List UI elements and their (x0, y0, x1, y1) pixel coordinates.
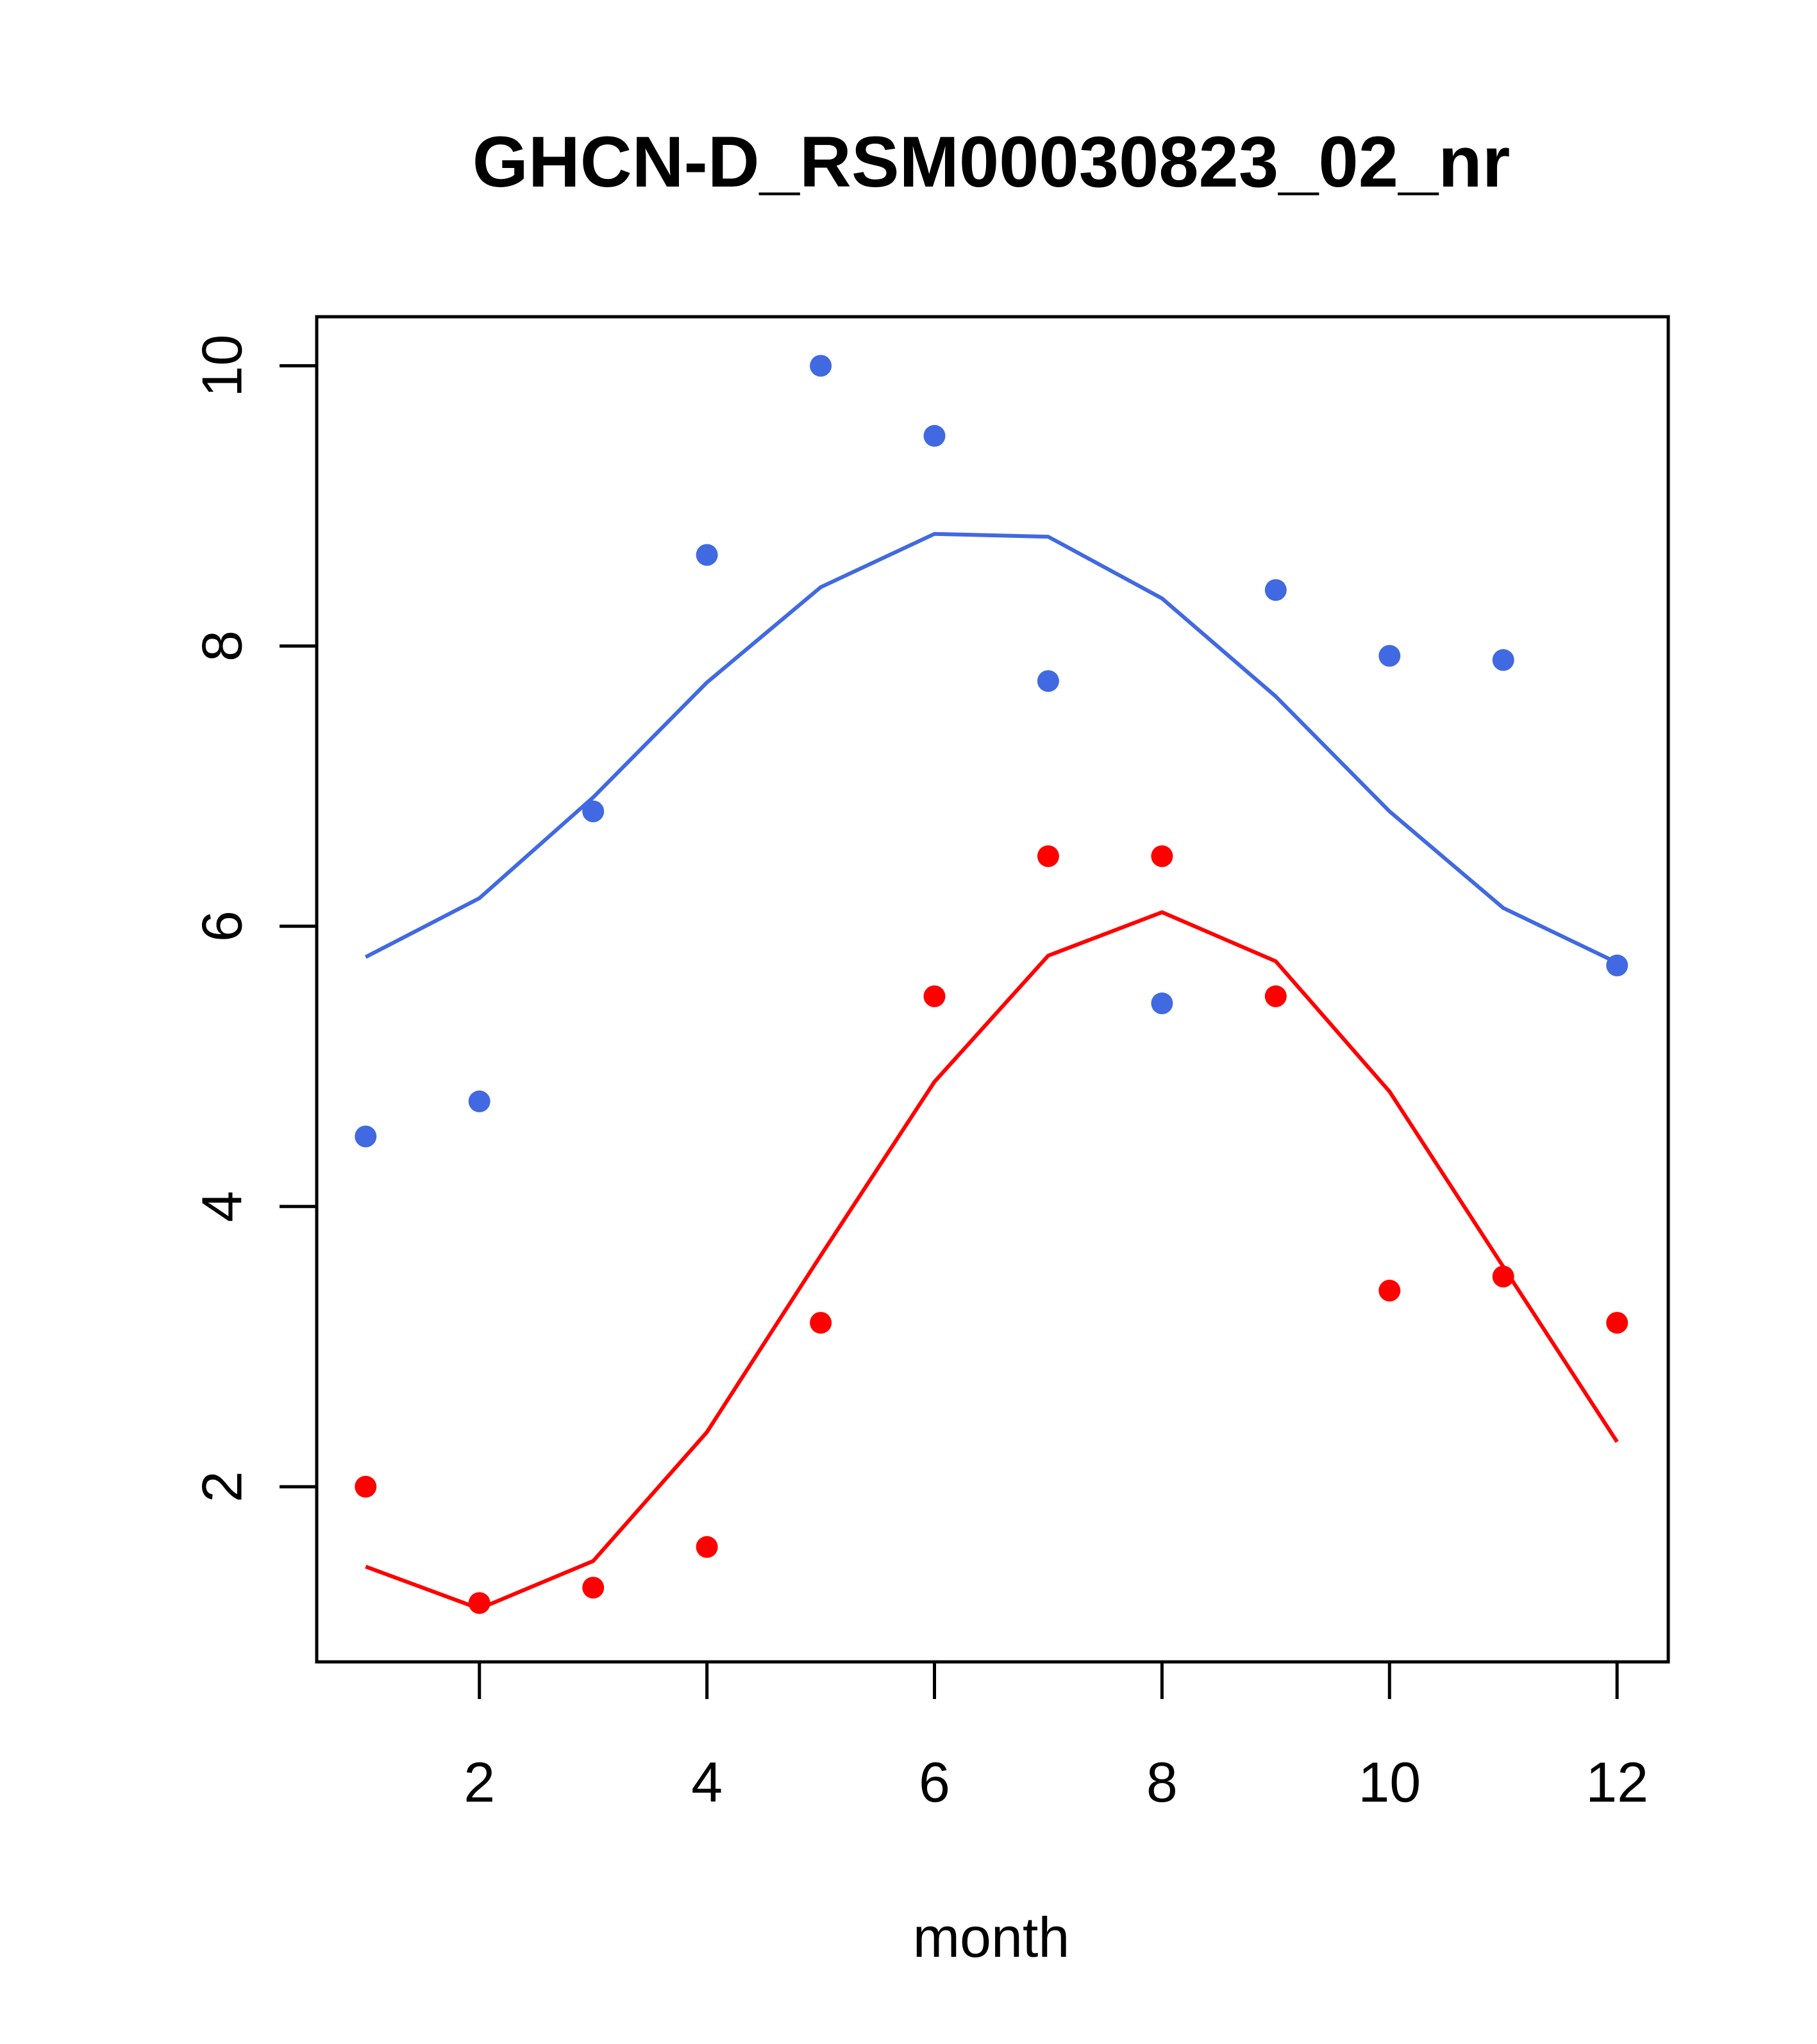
series-1-point (468, 1090, 490, 1112)
series-1-point (1037, 670, 1059, 692)
plot-frame (315, 315, 1670, 1664)
x-tick-label: 2 (464, 1750, 495, 1814)
x-tick-label: 8 (1146, 1750, 1178, 1814)
series-2-point (696, 1536, 718, 1558)
series-2-point (1378, 1279, 1401, 1302)
series-2-line (365, 910, 1619, 1611)
x-tick-label: 4 (691, 1750, 723, 1814)
series-2-point (923, 985, 946, 1007)
series-1-point (1606, 954, 1629, 976)
x-tick-label: 12 (1586, 1750, 1648, 1814)
series-2-point (1037, 845, 1059, 867)
x-tick-label: 10 (1358, 1750, 1421, 1814)
chart-title: GHCN-D_RSM00030823_02_nr (473, 122, 1511, 202)
y-tick-label: 6 (190, 910, 254, 942)
series-1-point (923, 424, 946, 447)
series-1-point (1264, 579, 1287, 601)
series-1-point (1378, 644, 1401, 667)
y-tick-label: 4 (190, 1191, 254, 1222)
y-axis: 2 4 6 8 10 (190, 335, 319, 1502)
series-1-point (1151, 992, 1173, 1014)
series-2-point (1151, 845, 1173, 867)
series-1-point (355, 1125, 377, 1148)
y-tick-label: 2 (190, 1471, 254, 1502)
series-2-point (355, 1475, 377, 1498)
x-tick-label: 6 (919, 1750, 950, 1814)
series-2-point (1264, 985, 1287, 1007)
y-tick-label: 8 (190, 630, 254, 662)
series-2 (355, 845, 1629, 1614)
series-1-line (364, 532, 1618, 965)
series-1-point (1492, 649, 1514, 671)
x-axis: 2 4 6 8 10 12 (464, 1660, 1648, 1814)
x-axis-label: month (913, 1906, 1070, 1969)
series-2-point (810, 1312, 832, 1334)
series-1-point (696, 544, 718, 566)
series-2-point (468, 1592, 490, 1614)
series-1 (355, 355, 1629, 1148)
series-2-point (1606, 1312, 1629, 1334)
y-tick-label: 10 (190, 335, 254, 398)
series-2-point (1492, 1266, 1514, 1287)
series-2-point (582, 1577, 605, 1599)
series-1-point (810, 355, 832, 377)
series-1-point (582, 800, 605, 823)
series-layer (355, 355, 1629, 1614)
